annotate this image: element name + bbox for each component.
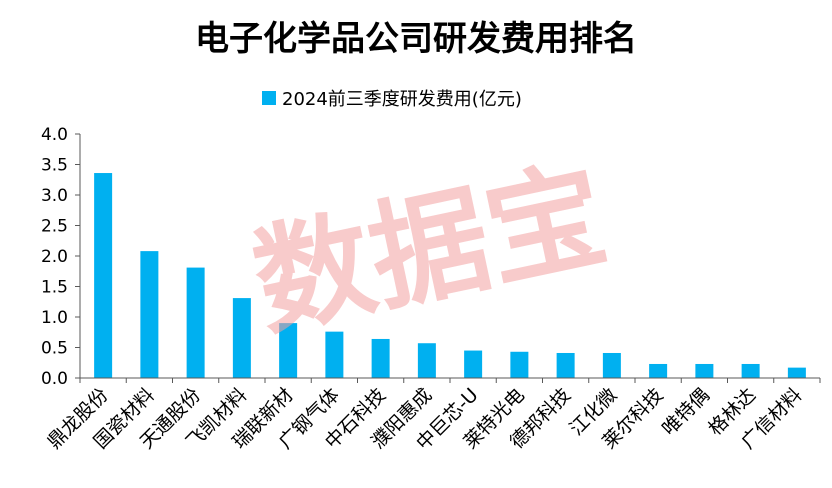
legend-swatch bbox=[262, 91, 276, 105]
bar bbox=[510, 351, 529, 378]
bar bbox=[417, 343, 436, 378]
y-tick-label: 4.0 bbox=[41, 125, 68, 145]
bar bbox=[556, 352, 575, 378]
y-tick-label: 0.5 bbox=[41, 339, 68, 359]
x-axis-labels: 鼎龙股份国瓷材料天通股份飞凯材料瑞联新材广钢气体中石科技濮阳惠成中巨芯-U莱特光… bbox=[43, 384, 806, 455]
bar bbox=[741, 363, 760, 378]
bar bbox=[325, 331, 344, 378]
y-tick-label: 3.5 bbox=[41, 156, 68, 176]
y-tick-label: 1.0 bbox=[41, 308, 68, 328]
x-axis-ticks bbox=[79, 378, 821, 383]
y-tick-label: 2.0 bbox=[41, 247, 68, 267]
y-axis-ticks: 0.0 0.5 1.0 1.5 2.0 2.5 3.0 3.5 4.0 bbox=[41, 125, 80, 389]
bars bbox=[94, 173, 806, 378]
x-tick-label: 唯特偶 bbox=[658, 384, 714, 440]
legend-label: 2024前三季度研发费用(亿元) bbox=[282, 89, 522, 110]
y-tick-label: 2.5 bbox=[41, 217, 68, 237]
bar bbox=[140, 251, 159, 378]
bar bbox=[695, 363, 714, 378]
bar bbox=[464, 350, 483, 378]
bar bbox=[94, 173, 113, 378]
bar bbox=[232, 298, 251, 378]
y-tick-label: 1.5 bbox=[41, 278, 68, 298]
bar bbox=[279, 323, 298, 378]
watermark-text: 数据宝 bbox=[242, 145, 617, 354]
chart-title: 电子化学品公司研发费用排名 bbox=[195, 19, 637, 59]
bar bbox=[186, 267, 205, 378]
bar bbox=[649, 363, 668, 378]
bar bbox=[602, 352, 621, 378]
y-tick-label: 3.0 bbox=[41, 186, 68, 206]
bar bbox=[787, 367, 806, 378]
y-tick-label: 0.0 bbox=[41, 369, 68, 389]
bar bbox=[371, 338, 390, 378]
